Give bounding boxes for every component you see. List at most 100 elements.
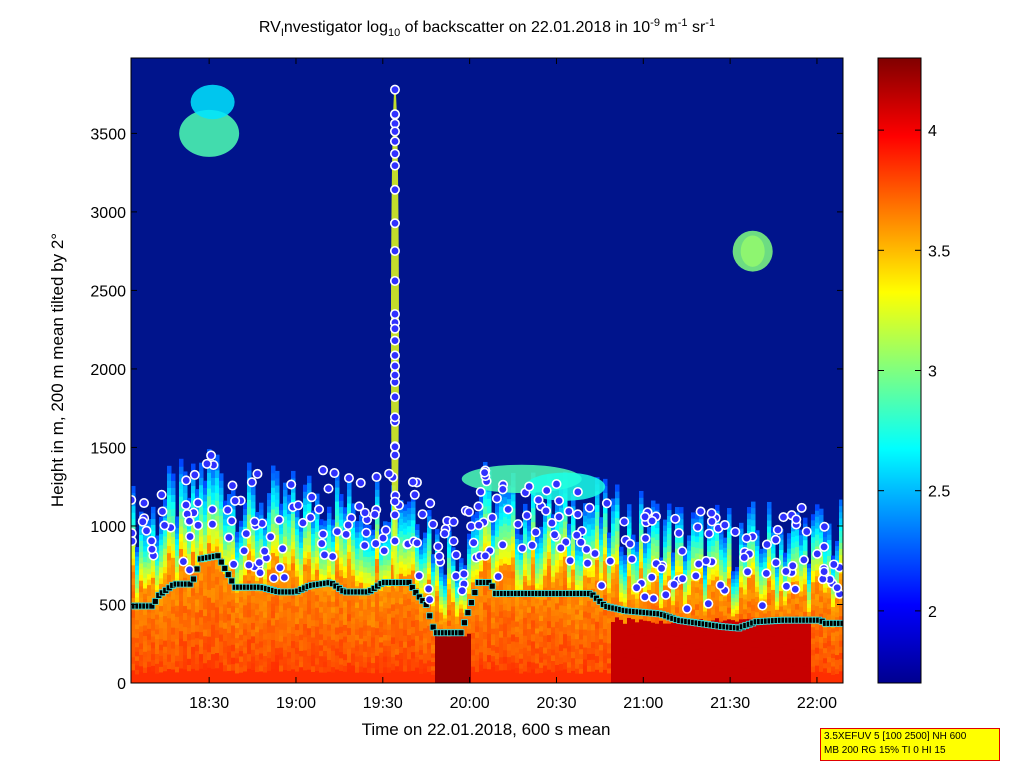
backscatter-cell [419, 639, 424, 646]
backscatter-cell [447, 573, 452, 579]
backscatter-cell [671, 665, 676, 671]
backscatter-cell [143, 588, 148, 594]
backscatter-cell [355, 569, 360, 576]
backscatter-cell [655, 677, 660, 683]
backscatter-cell [575, 559, 580, 566]
backscatter-cell [463, 647, 468, 653]
backscatter-cell [175, 588, 180, 595]
backscatter-cell [675, 542, 680, 549]
backscatter-cell [755, 642, 760, 648]
backscatter-cell [551, 660, 556, 667]
backscatter-cell [743, 663, 748, 669]
backscatter-cell [387, 570, 392, 577]
backscatter-cell [271, 487, 276, 496]
backscatter-cell [167, 502, 172, 510]
backscatter-cell [755, 627, 760, 633]
backscatter-cell [323, 526, 328, 532]
backscatter-cell [491, 672, 496, 679]
backscatter-cell [503, 509, 508, 518]
backscatter-cell [759, 642, 764, 648]
backscatter-cell [431, 674, 436, 680]
backscatter-cell [291, 541, 296, 550]
backscatter-cell [323, 677, 328, 683]
backscatter-cell [327, 506, 332, 514]
backscatter-cell [783, 643, 788, 649]
backscatter-cell [451, 597, 456, 603]
backscatter-cell [231, 670, 236, 678]
backscatter-cell [375, 627, 380, 636]
backscatter-cell [627, 659, 632, 666]
backscatter-cell [427, 619, 432, 626]
backscatter-cell [779, 544, 784, 551]
backscatter-cell [179, 503, 184, 512]
backscatter-cell [643, 557, 648, 563]
backscatter-cell [463, 624, 468, 629]
backscatter-cell [443, 654, 448, 659]
backscatter-cell [723, 673, 728, 679]
backscatter-cell [783, 557, 788, 562]
backscatter-cell [547, 551, 552, 559]
backscatter-cell [723, 629, 728, 636]
backscatter-cell [739, 560, 744, 567]
backscatter-cell [711, 602, 716, 609]
backscatter-cell [327, 524, 332, 531]
backscatter-cell [395, 619, 400, 626]
backscatter-cell [343, 677, 348, 683]
backscatter-cell [463, 679, 468, 683]
backscatter-cell [611, 621, 616, 629]
backscatter-cell [359, 599, 364, 606]
backscatter-cell [695, 666, 700, 673]
backscatter-cell [139, 648, 144, 655]
backscatter-cell [387, 532, 392, 539]
backscatter-cell [247, 624, 252, 633]
backscatter-cell [219, 648, 224, 656]
backscatter-cell [519, 678, 524, 683]
backscatter-cell [751, 604, 756, 611]
backscatter-cell [743, 633, 748, 640]
backscatter-cell [187, 547, 192, 554]
backscatter-cell [639, 663, 644, 671]
backscatter-cell [771, 553, 776, 559]
backscatter-cell [767, 634, 772, 642]
backscatter-cell [511, 556, 516, 565]
backscatter-cell [163, 646, 168, 653]
backscatter-cell [279, 551, 284, 559]
backscatter-cell [711, 545, 716, 552]
backscatter-cell [183, 654, 188, 663]
backscatter-cell [239, 591, 244, 597]
backscatter-cell [787, 638, 792, 644]
backscatter-cell [687, 628, 692, 635]
backscatter-cell [679, 606, 684, 614]
backscatter-cell [743, 628, 748, 635]
backscatter-cell [639, 650, 644, 658]
backscatter-cell [267, 657, 272, 665]
backscatter-cell [543, 605, 548, 612]
backscatter-cell [547, 606, 552, 615]
backscatter-cell [275, 569, 280, 578]
backscatter-cell [215, 507, 220, 517]
backscatter-cell [403, 546, 408, 553]
backscatter-cell [407, 519, 412, 527]
backscatter-cell [759, 571, 764, 577]
backscatter-cell [591, 617, 596, 625]
backscatter-cell [579, 546, 584, 552]
backscatter-cell [347, 599, 352, 608]
backscatter-cell [271, 516, 276, 525]
backscatter-cell [491, 595, 496, 602]
backscatter-cell [295, 570, 300, 577]
backscatter-cell [507, 531, 512, 539]
backscatter-cell [767, 610, 772, 618]
backscatter-cell [515, 533, 520, 540]
backscatter-cell [779, 600, 784, 607]
backscatter-cell [595, 621, 600, 629]
backscatter-cell [255, 660, 260, 667]
backscatter-cell [527, 585, 532, 592]
backscatter-cell [335, 487, 340, 495]
backscatter-cell [679, 630, 684, 637]
backscatter-cell [407, 568, 412, 575]
backscatter-cell [687, 643, 692, 650]
backscatter-cell [455, 582, 460, 587]
backscatter-cell [755, 667, 760, 674]
backscatter-cell [487, 505, 492, 514]
backscatter-cell [735, 679, 740, 683]
